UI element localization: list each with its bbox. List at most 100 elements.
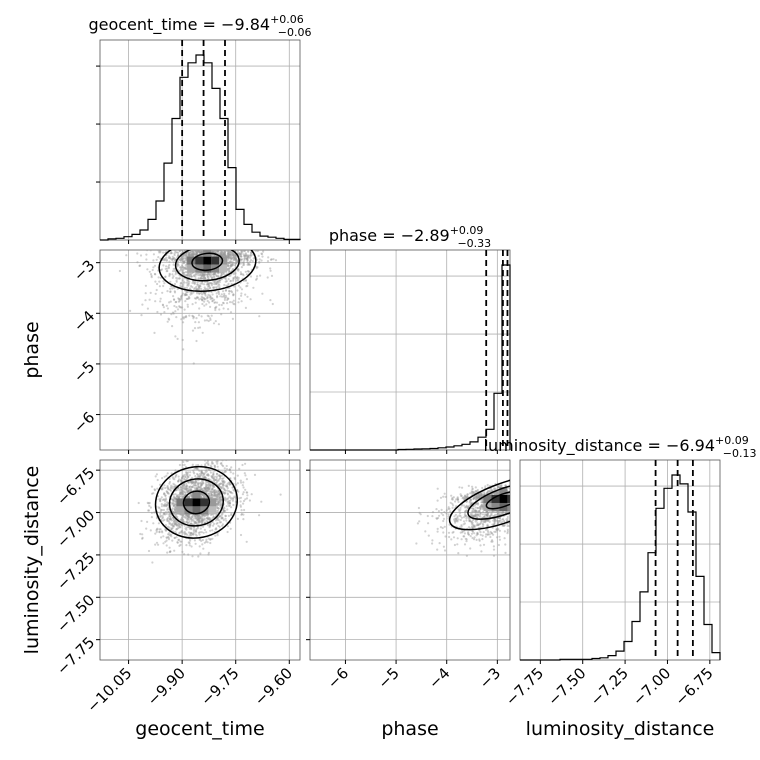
- sample-point-geocent_time-phase: [149, 247, 151, 249]
- sample-point-geocent_time-luminosity_distance: [171, 498, 174, 501]
- sample-point-phase-luminosity_distance: [559, 487, 561, 489]
- sample-point-geocent_time-phase: [167, 266, 171, 269]
- sample-point-phase-luminosity_distance: [513, 503, 515, 505]
- sample-point-phase-luminosity_distance: [514, 532, 516, 534]
- ytick-label-phase-2: −4: [70, 307, 98, 335]
- sample-point-geocent_time-phase: [201, 296, 204, 299]
- sample-point-geocent_time-phase: [157, 256, 160, 259]
- sample-point-geocent_time-luminosity_distance: [239, 504, 242, 507]
- sample-point-geocent_time-luminosity_distance: [166, 551, 169, 554]
- sample-point-geocent_time-phase: [229, 257, 233, 260]
- sample-point-geocent_time-phase: [232, 254, 235, 257]
- sample-point-geocent_time-luminosity_distance: [216, 503, 219, 506]
- sample-point-phase-luminosity_distance: [486, 523, 489, 526]
- sample-point-geocent_time-luminosity_distance: [190, 522, 193, 525]
- sample-point-geocent_time-luminosity_distance: [158, 507, 161, 510]
- sample-point-phase-luminosity_distance: [524, 528, 526, 530]
- sample-point-phase-luminosity_distance: [459, 515, 462, 518]
- sample-point-geocent_time-phase: [220, 274, 223, 277]
- sample-point-geocent_time-phase: [196, 250, 199, 252]
- sample-point-geocent_time-phase: [224, 246, 226, 248]
- sample-point-geocent_time-luminosity_distance: [164, 513, 167, 516]
- sample-point-geocent_time-phase: [167, 256, 170, 259]
- sample-point-geocent_time-phase: [203, 297, 206, 300]
- sample-point-geocent_time-luminosity_distance: [186, 521, 189, 524]
- sample-point-geocent_time-luminosity_distance: [215, 528, 218, 531]
- sample-point-phase-luminosity_distance: [533, 490, 535, 492]
- sample-point-geocent_time-phase: [222, 252, 225, 255]
- sample-point-geocent_time-luminosity_distance: [190, 481, 194, 484]
- sample-point-geocent_time-phase: [230, 262, 233, 265]
- sample-point-geocent_time-phase: [192, 244, 194, 246]
- sample-point-geocent_time-phase: [194, 301, 197, 304]
- sample-point-geocent_time-luminosity_distance: [188, 520, 191, 524]
- sample-point-geocent_time-luminosity_distance: [198, 516, 202, 519]
- sample-point-geocent_time-phase: [210, 273, 213, 276]
- sample-point-geocent_time-luminosity_distance: [188, 542, 191, 545]
- sample-point-geocent_time-luminosity_distance: [150, 516, 153, 519]
- sample-point-geocent_time-luminosity_distance: [172, 493, 175, 496]
- sample-point-geocent_time-luminosity_distance: [173, 508, 176, 511]
- sample-point-phase-luminosity_distance: [474, 506, 477, 509]
- sample-point-phase-luminosity_distance: [474, 511, 477, 514]
- sample-point-phase-luminosity_distance: [481, 494, 484, 497]
- sample-point-geocent_time-luminosity_distance: [196, 514, 199, 517]
- sample-point-geocent_time-luminosity_distance: [218, 497, 221, 500]
- sample-point-geocent_time-phase: [209, 245, 211, 247]
- sample-point-phase-luminosity_distance: [471, 523, 474, 526]
- sample-point-geocent_time-phase: [240, 245, 242, 247]
- sample-point-geocent_time-luminosity_distance: [217, 503, 220, 506]
- sample-point-geocent_time-luminosity_distance: [163, 475, 166, 478]
- sample-point-geocent_time-luminosity_distance: [185, 486, 188, 489]
- sample-point-phase-luminosity_distance: [525, 489, 527, 491]
- sample-point-geocent_time-phase: [236, 250, 239, 253]
- sample-point-geocent_time-luminosity_distance: [176, 524, 179, 527]
- sample-point-geocent_time-phase: [189, 252, 192, 255]
- sample-point-geocent_time-luminosity_distance: [216, 495, 219, 499]
- sample-point-geocent_time-luminosity_distance: [223, 489, 226, 492]
- sample-point-geocent_time-phase: [171, 255, 174, 258]
- sample-point-geocent_time-luminosity_distance: [212, 471, 215, 474]
- frame-geocent_time-phase: [99, 249, 301, 451]
- sample-point-geocent_time-phase: [235, 260, 238, 263]
- sample-point-geocent_time-luminosity_distance: [169, 550, 172, 553]
- sample-point-phase-luminosity_distance: [468, 504, 471, 507]
- sample-point-geocent_time-phase: [235, 258, 238, 262]
- sample-point-phase-luminosity_distance: [475, 502, 478, 505]
- sample-point-phase-luminosity_distance: [563, 496, 565, 498]
- sample-point-phase-luminosity_distance: [511, 494, 513, 496]
- sample-point-geocent_time-luminosity_distance: [192, 471, 195, 474]
- sample-point-phase-luminosity_distance: [466, 515, 469, 518]
- sample-point-geocent_time-luminosity_distance: [216, 498, 219, 501]
- sample-point-geocent_time-luminosity_distance: [217, 500, 220, 503]
- sample-point-geocent_time-phase: [240, 248, 242, 250]
- sample-point-geocent_time-luminosity_distance: [183, 533, 186, 536]
- sample-point-geocent_time-luminosity_distance: [190, 495, 193, 498]
- sample-point-geocent_time-phase: [243, 257, 246, 260]
- sample-point-geocent_time-phase: [144, 299, 147, 302]
- sample-point-geocent_time-luminosity_distance: [211, 487, 214, 490]
- frame-geocent_time-luminosity_distance: [99, 459, 301, 661]
- sample-point-geocent_time-phase: [169, 280, 172, 283]
- sample-point-geocent_time-luminosity_distance: [229, 490, 232, 494]
- sample-point-geocent_time-luminosity_distance: [222, 511, 225, 514]
- sample-point-geocent_time-luminosity_distance: [217, 501, 220, 504]
- sample-point-geocent_time-luminosity_distance: [226, 498, 229, 501]
- sample-point-phase-luminosity_distance: [512, 527, 514, 529]
- sample-point-geocent_time-phase: [204, 246, 206, 248]
- sample-point-geocent_time-luminosity_distance: [224, 491, 227, 494]
- sample-point-geocent_time-phase: [258, 315, 261, 318]
- sample-point-geocent_time-luminosity_distance: [245, 491, 248, 494]
- sample-point-geocent_time-phase: [254, 242, 256, 244]
- sample-point-geocent_time-phase: [190, 245, 192, 247]
- sample-point-geocent_time-luminosity_distance: [188, 458, 190, 460]
- sample-point-geocent_time-phase: [184, 267, 187, 270]
- sample-point-geocent_time-luminosity_distance: [218, 493, 221, 496]
- sample-point-geocent_time-phase: [183, 257, 186, 260]
- sample-point-geocent_time-luminosity_distance: [211, 455, 213, 457]
- sample-point-geocent_time-phase: [165, 256, 168, 259]
- sample-point-geocent_time-luminosity_distance: [200, 492, 203, 495]
- sample-point-geocent_time-phase: [240, 253, 243, 256]
- sample-point-geocent_time-phase: [190, 254, 193, 257]
- sample-point-geocent_time-phase: [202, 277, 205, 280]
